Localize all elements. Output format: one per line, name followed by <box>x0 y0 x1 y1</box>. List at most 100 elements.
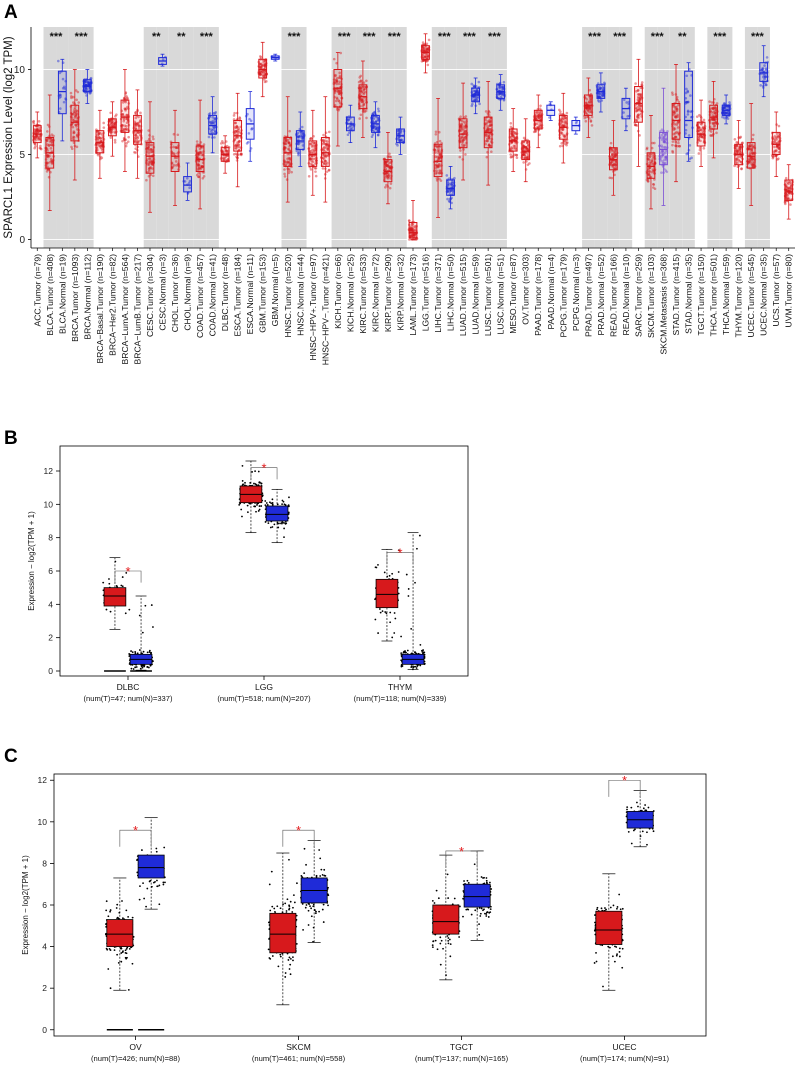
panel-a-point <box>287 141 291 144</box>
panel-a-point <box>212 121 215 125</box>
panel-a-point <box>235 130 239 133</box>
panel-a-point <box>210 130 213 133</box>
panel-a-point <box>389 182 393 185</box>
panel-a-point <box>202 175 206 178</box>
panel-a-point <box>87 83 91 87</box>
panel-a-point <box>260 64 264 68</box>
panel-a-point <box>149 147 153 151</box>
panel-a-point <box>261 70 264 74</box>
panel-b-point <box>264 500 267 502</box>
panel-a-point <box>671 149 674 153</box>
panel-a-point <box>464 153 467 156</box>
panel-a-xtick-label: READ.Normal (n=10) <box>621 254 631 336</box>
panel-a-point <box>34 138 37 142</box>
panel-b-point <box>283 522 285 524</box>
panel-a-point <box>322 156 325 160</box>
panel-a-point <box>110 123 113 126</box>
panel-a-point <box>50 159 54 163</box>
panel-b-group-counts: (num(T)=118; num(N)=339) <box>354 694 447 703</box>
panel-a-point <box>109 111 112 115</box>
panel-a-box-lihc-normal-n-50 <box>446 179 455 196</box>
panel-a-point <box>102 126 106 129</box>
panel-b-point <box>405 651 407 654</box>
panel-a-point <box>333 74 337 78</box>
panel-a-point <box>709 134 712 137</box>
panel-a-point <box>121 128 124 132</box>
panel-a-point <box>199 146 203 149</box>
panel-a-point <box>322 162 326 166</box>
panel-a-ytick-label: 10 <box>14 65 26 76</box>
panel-a-point <box>322 146 326 149</box>
panel-a-point <box>38 137 42 141</box>
panel-a-point <box>688 144 692 147</box>
panel-a-point <box>147 167 151 171</box>
panel-a-stripe <box>669 27 683 248</box>
panel-b-point <box>102 581 105 584</box>
panel-a-significance: *** <box>651 31 665 43</box>
panel-a-point <box>238 140 241 143</box>
panel-a-xtick-label: LUAD.Tumor (n=515) <box>458 254 468 336</box>
panel-a-point <box>339 90 342 94</box>
panel-a-point <box>334 78 338 82</box>
panel-a-point <box>309 150 313 153</box>
panel-a-point <box>300 137 304 140</box>
panel-a-xtick-label: ACC.Tumor (n=79) <box>32 254 42 327</box>
panel-a-point <box>37 130 41 133</box>
panel-a-significance: *** <box>75 31 89 43</box>
panel-a-point <box>224 148 227 152</box>
panel-a-point <box>234 146 237 150</box>
panel-a-stripe <box>156 27 169 248</box>
panel-a-point <box>388 186 392 190</box>
panel-a-point <box>339 51 343 55</box>
panel-a-point <box>134 127 138 131</box>
panel-a-point <box>313 141 317 145</box>
panel-a-point <box>137 125 141 128</box>
panel-a-point <box>221 141 225 145</box>
panel-a-point <box>202 143 206 146</box>
panel-a-point <box>234 130 237 133</box>
panel-a-box-ucs-tumor-n-57 <box>771 131 781 155</box>
panel-a-point <box>246 112 249 116</box>
panel-b-point <box>393 612 396 614</box>
panel-b-point <box>138 649 141 651</box>
panel-a-point <box>258 72 262 76</box>
panel-a-box-meso-tumor-n-87 <box>508 128 518 152</box>
panel-a-point <box>70 145 73 149</box>
panel-a-point <box>127 135 130 139</box>
panel-a-point <box>188 179 192 183</box>
panel-a-point <box>72 110 76 113</box>
panel-a-point <box>112 123 116 126</box>
panel-a-point <box>48 140 52 143</box>
panel-a-point <box>289 143 292 147</box>
panel-a-point <box>322 154 326 158</box>
panel-a-point <box>286 152 290 156</box>
panel-a-point <box>121 123 124 127</box>
panel-a-point <box>235 147 238 150</box>
panel-a-point <box>125 107 128 110</box>
panel-a-point <box>509 121 513 125</box>
panel-a-point <box>784 176 788 180</box>
panel-a-point <box>100 139 104 143</box>
panel-a-point <box>297 151 300 155</box>
panel-a-point <box>263 64 266 68</box>
panel-a-point <box>147 145 150 149</box>
panel-a-significance: *** <box>488 31 502 43</box>
panel-a-point <box>108 123 112 126</box>
panel-a-point <box>515 156 519 160</box>
panel-a-point <box>88 80 91 84</box>
panel-a-point <box>740 167 743 171</box>
panel-a-xtick-label: UVM.Tumor (n=80) <box>784 254 794 328</box>
panel-a-xtick-label: UCS.Tumor (n=57) <box>771 254 781 327</box>
panel-a-point <box>146 163 150 166</box>
panel-a-point <box>148 159 152 163</box>
panel-a-point <box>200 165 204 168</box>
panel-a-point <box>445 174 449 177</box>
panel-a-point <box>263 59 267 62</box>
panel-a-point <box>113 130 116 134</box>
panel-a-xtick-label: LIHC.Normal (n=50) <box>446 254 456 331</box>
panel-a-point <box>235 135 239 139</box>
panel-a-significance: *** <box>200 31 214 43</box>
panel-a-stripe <box>456 27 470 248</box>
